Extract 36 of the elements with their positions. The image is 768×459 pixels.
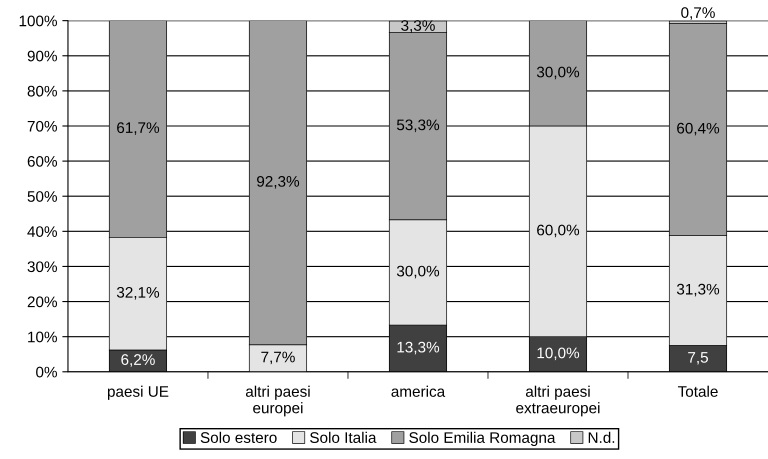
y-tick-label: 60% <box>28 156 58 167</box>
data-label: 13,3% <box>397 342 440 354</box>
data-label: 30,0% <box>536 66 580 80</box>
legend-label: Solo Italia <box>310 432 376 443</box>
y-tick-label: 40% <box>27 226 58 238</box>
y-tick-label: 10% <box>28 332 58 342</box>
y-tick-label: 100% <box>20 16 58 26</box>
data-label: 7,7% <box>261 352 295 364</box>
data-label: 61,7% <box>117 122 160 135</box>
data-label: 32,1% <box>116 286 160 300</box>
data-label: 53,3% <box>396 119 440 132</box>
y-tick-label: 80% <box>28 86 58 97</box>
x-tick-label: paesi UE <box>108 386 168 400</box>
data-label: 92,3% <box>257 176 300 189</box>
data-label: 30,0% <box>396 266 440 278</box>
y-tick-label: 50% <box>28 191 58 202</box>
x-tick-label: altri paesi extraeuropei <box>516 386 600 416</box>
legend-label: N.d. <box>588 432 614 443</box>
y-tick-label: 0% <box>36 366 58 378</box>
legend-label: Solo estero <box>200 432 277 443</box>
y-tick-label: 30% <box>28 261 58 272</box>
legend-label: Solo Emilia Romagna <box>409 432 556 446</box>
y-tick-label: 90% <box>28 50 58 62</box>
data-label: 31,3% <box>676 284 720 296</box>
data-label: 0,7% <box>681 7 715 20</box>
data-label: 6,2% <box>121 354 155 367</box>
y-tick-label: 70% <box>28 120 58 132</box>
x-tick-label: Totale <box>678 386 718 397</box>
data-label: 60,4% <box>677 122 720 136</box>
data-label: 3,3% <box>401 20 435 33</box>
y-tick-label: 20% <box>28 296 58 308</box>
x-tick-label: altri paesi europei <box>246 386 310 416</box>
x-tick-label: america <box>391 386 446 397</box>
data-label: 10,0% <box>537 348 580 360</box>
data-label: 7,5 <box>688 352 708 365</box>
data-label: 60,0% <box>537 224 580 238</box>
